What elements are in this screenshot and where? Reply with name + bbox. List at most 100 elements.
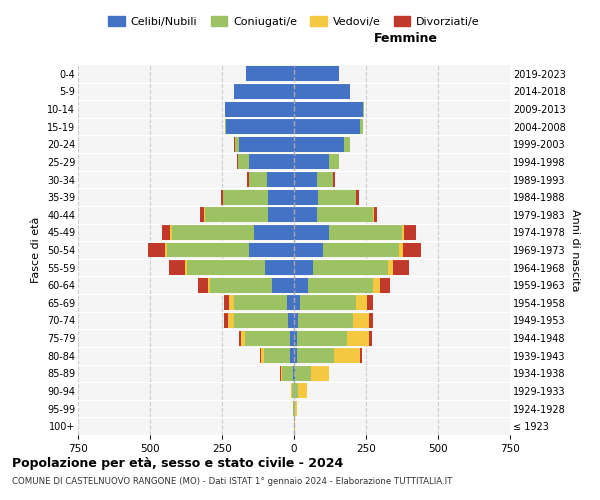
Bar: [374, 208, 377, 222]
Bar: [170, 225, 172, 240]
Bar: [208, 278, 211, 292]
Bar: [225, 119, 226, 134]
Bar: [294, 278, 308, 292]
Bar: [200, 208, 204, 222]
Bar: [221, 190, 223, 204]
Bar: [226, 119, 294, 134]
Bar: [294, 348, 297, 363]
Bar: [294, 401, 295, 416]
Bar: [369, 330, 372, 345]
Bar: [369, 313, 373, 328]
Bar: [334, 348, 360, 363]
Bar: [308, 278, 373, 292]
Bar: [399, 242, 403, 258]
Bar: [360, 119, 363, 134]
Bar: [294, 66, 338, 82]
Y-axis label: Fasce di età: Fasce di età: [31, 217, 41, 283]
Bar: [356, 190, 359, 204]
Bar: [292, 384, 294, 398]
Bar: [294, 137, 344, 152]
Bar: [239, 137, 294, 152]
Bar: [272, 278, 294, 292]
Bar: [294, 366, 295, 381]
Text: Femmine: Femmine: [374, 32, 439, 44]
Bar: [329, 225, 402, 240]
Bar: [404, 225, 416, 240]
Bar: [211, 278, 272, 292]
Bar: [294, 84, 350, 99]
Bar: [233, 313, 288, 328]
Bar: [294, 208, 317, 222]
Bar: [281, 366, 283, 381]
Bar: [185, 260, 187, 275]
Bar: [229, 296, 233, 310]
Bar: [294, 313, 298, 328]
Bar: [197, 278, 208, 292]
Text: Popolazione per età, sesso e stato civile - 2024: Popolazione per età, sesso e stato civil…: [12, 458, 343, 470]
Bar: [224, 313, 228, 328]
Bar: [294, 384, 298, 398]
Bar: [313, 260, 388, 275]
Bar: [247, 172, 249, 187]
Bar: [344, 137, 350, 152]
Bar: [264, 348, 290, 363]
Bar: [373, 278, 380, 292]
Bar: [283, 366, 293, 381]
Bar: [388, 260, 394, 275]
Bar: [204, 208, 205, 222]
Bar: [329, 154, 338, 170]
Bar: [205, 208, 268, 222]
Bar: [294, 260, 313, 275]
Text: COMUNE DI CASTELNUOVO RANGONE (MO) - Dati ISTAT 1° gennaio 2024 - Elaborazione T: COMUNE DI CASTELNUOVO RANGONE (MO) - Dat…: [12, 478, 452, 486]
Bar: [356, 296, 367, 310]
Bar: [403, 242, 421, 258]
Bar: [247, 66, 294, 82]
Bar: [245, 330, 290, 345]
Bar: [294, 242, 323, 258]
Bar: [250, 172, 266, 187]
Bar: [360, 348, 362, 363]
Bar: [165, 242, 167, 258]
Bar: [238, 154, 250, 170]
Bar: [187, 260, 265, 275]
Bar: [228, 313, 233, 328]
Bar: [224, 296, 229, 310]
Bar: [250, 242, 294, 258]
Bar: [300, 296, 356, 310]
Bar: [260, 348, 261, 363]
Bar: [334, 172, 335, 187]
Bar: [402, 225, 404, 240]
Bar: [294, 296, 300, 310]
Bar: [266, 172, 294, 187]
Bar: [250, 154, 294, 170]
Bar: [353, 313, 369, 328]
Bar: [373, 208, 374, 222]
Bar: [148, 242, 165, 258]
Bar: [294, 225, 329, 240]
Bar: [169, 260, 185, 275]
Bar: [294, 154, 329, 170]
Bar: [223, 190, 268, 204]
Bar: [225, 102, 294, 116]
Bar: [347, 330, 369, 345]
Bar: [161, 225, 170, 240]
Bar: [167, 242, 250, 258]
Bar: [394, 260, 409, 275]
Bar: [317, 172, 333, 187]
Bar: [298, 313, 353, 328]
Bar: [319, 190, 356, 204]
Legend: Celibi/Nubili, Coniugati/e, Vedovi/e, Divorziati/e: Celibi/Nubili, Coniugati/e, Vedovi/e, Di…: [104, 12, 484, 31]
Bar: [294, 172, 317, 187]
Bar: [294, 102, 363, 116]
Bar: [254, 225, 294, 240]
Bar: [268, 208, 294, 222]
Bar: [265, 260, 294, 275]
Bar: [290, 348, 294, 363]
Bar: [297, 330, 347, 345]
Bar: [294, 119, 360, 134]
Bar: [291, 384, 292, 398]
Y-axis label: Anni di nascita: Anni di nascita: [569, 209, 580, 291]
Bar: [295, 366, 311, 381]
Bar: [172, 225, 254, 240]
Bar: [311, 366, 329, 381]
